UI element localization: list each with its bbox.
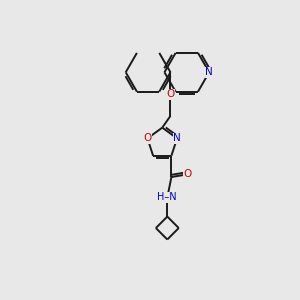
Text: O: O — [143, 134, 152, 143]
Text: N: N — [173, 134, 181, 143]
Text: O: O — [166, 89, 175, 99]
Text: O: O — [184, 169, 192, 179]
Text: H–N: H–N — [158, 193, 177, 202]
Text: N: N — [205, 67, 213, 77]
